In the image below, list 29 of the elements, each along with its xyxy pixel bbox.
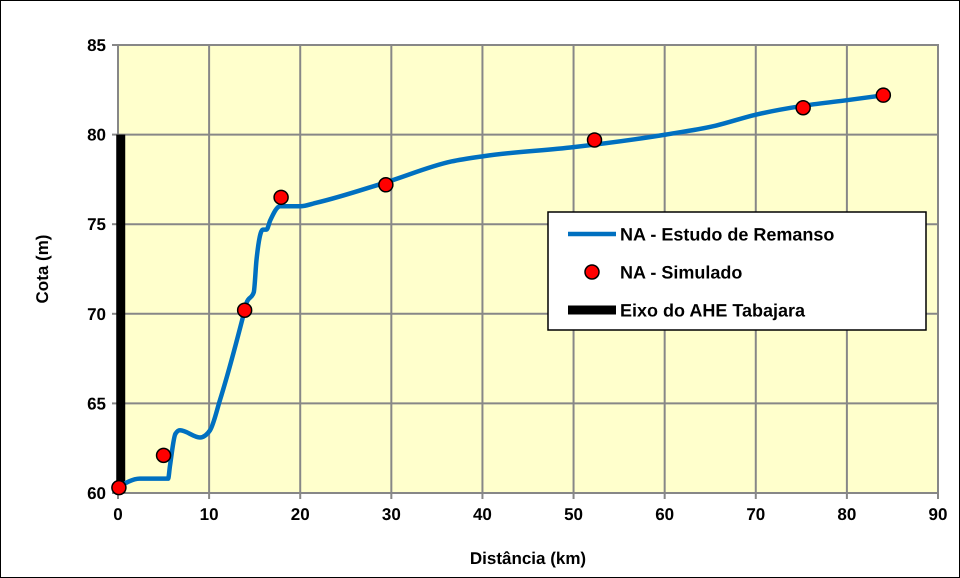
y-tick-label: 75 <box>87 215 106 234</box>
y-tick-label: 65 <box>87 394 106 414</box>
y-tick-label: 60 <box>87 484 106 503</box>
legend-label: NA - Estudo de Remanso <box>620 224 834 244</box>
x-axis-title: Distância (km) <box>470 549 586 568</box>
x-tick-label: 0 <box>113 505 123 524</box>
y-tick-label: 80 <box>87 126 106 145</box>
y-tick-label: 70 <box>87 304 106 324</box>
point <box>876 87 892 103</box>
x-tick-label: 40 <box>472 505 492 524</box>
point <box>273 190 289 206</box>
x-tick-label: 90 <box>928 505 948 524</box>
point <box>236 302 252 318</box>
legend-label: Eixo do AHE Tabajara <box>620 300 806 320</box>
y-tick-label: 85 <box>87 36 106 55</box>
y-axis-title: Cota (m) <box>33 234 52 304</box>
point <box>586 132 602 148</box>
point <box>795 100 811 116</box>
point <box>111 480 127 496</box>
x-tick-label: 20 <box>290 505 310 524</box>
legend-label: NA - Simulado <box>620 262 742 282</box>
x-tick-label: 80 <box>837 505 856 524</box>
x-tick-label: 70 <box>746 505 766 524</box>
x-tick-label: 30 <box>382 505 401 524</box>
point <box>156 448 172 464</box>
x-tick-label: 10 <box>200 505 219 524</box>
x-tick-label: 60 <box>655 505 674 524</box>
x-tick-label: 50 <box>564 505 584 524</box>
point <box>378 177 394 193</box>
